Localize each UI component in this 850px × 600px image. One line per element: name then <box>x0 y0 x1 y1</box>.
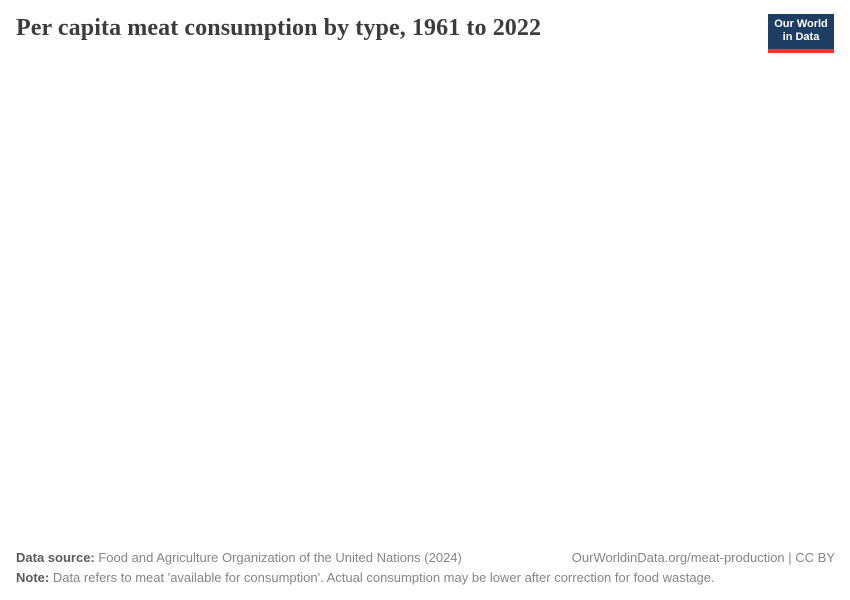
chart-plot-area <box>0 58 850 538</box>
chart-title: Per capita meat consumption by type, 196… <box>16 15 542 41</box>
attribution-link[interactable]: OurWorldinData.org/meat-production | CC … <box>571 550 835 565</box>
owid-logo-line1: Our World <box>774 18 828 30</box>
note-label: Note: <box>16 570 50 586</box>
data-source-label: Data source: <box>16 550 95 565</box>
chart-footer: Data source: Food and Agriculture Organi… <box>16 548 835 587</box>
owid-logo: Our World in Data <box>768 14 834 53</box>
owid-logo-line2: in Data <box>782 31 820 44</box>
note-value: Data refers to meat 'available for consu… <box>49 570 715 586</box>
data-source-value: Food and Agriculture Organization of the… <box>94 550 462 565</box>
footer-sources-row: Data source: Food and Agriculture Organi… <box>16 548 835 567</box>
data-source-line: Data source: Food and Agriculture Organi… <box>16 548 462 567</box>
note-line: Note: Data refers to meat 'available for… <box>16 568 835 587</box>
